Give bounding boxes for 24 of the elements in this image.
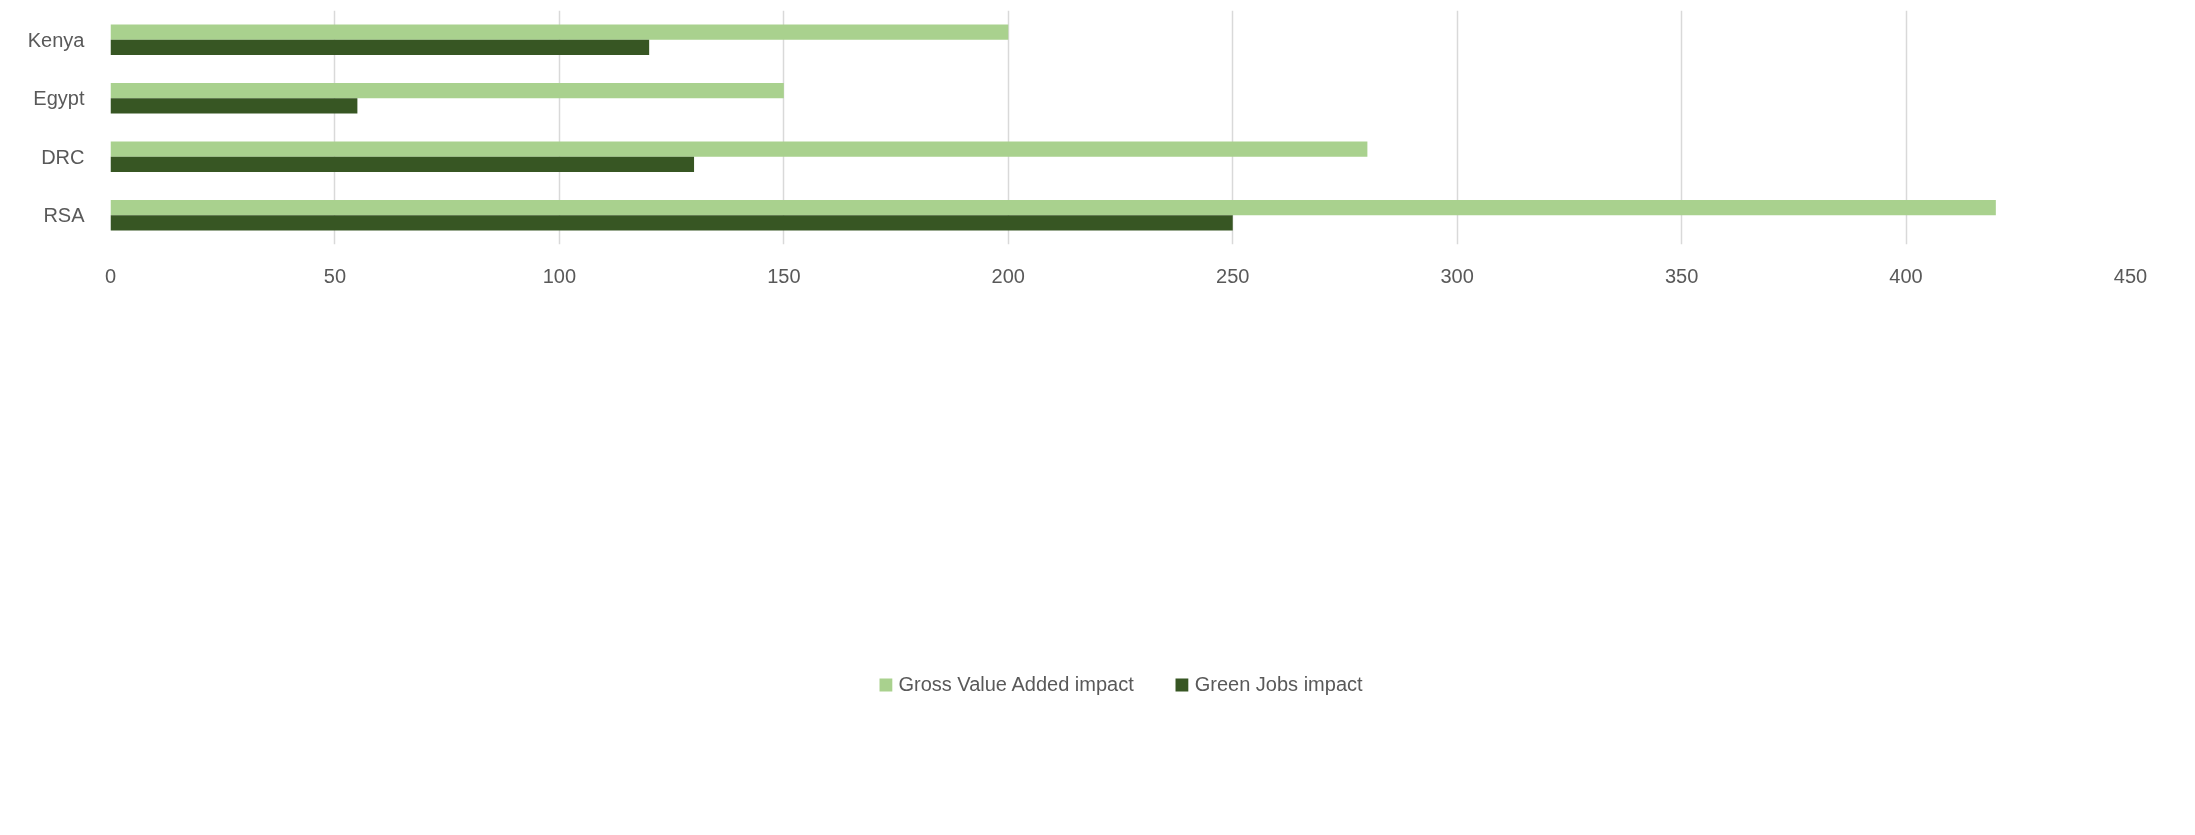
x-tick-label: 150 — [767, 264, 801, 287]
bar — [110, 83, 784, 99]
x-tick-label: 200 — [991, 264, 1025, 287]
bar — [110, 39, 650, 55]
legend-label: Gross Value Added impact — [898, 672, 1134, 696]
x-tick-label: 50 — [323, 264, 347, 287]
bar — [110, 156, 695, 172]
legend-label: Green Jobs impact — [1194, 672, 1363, 696]
bar — [110, 215, 1233, 231]
x-tick-label: 100 — [542, 264, 577, 287]
y-tick-label: DRC — [41, 145, 85, 168]
x-tick-label: 450 — [2113, 264, 2148, 287]
bar — [110, 141, 1368, 157]
bar — [110, 24, 1009, 40]
bar — [110, 200, 1996, 216]
x-tick-label: 0 — [104, 264, 117, 287]
y-tick-label: RSA — [43, 204, 86, 227]
x-tick-label: 400 — [1889, 264, 1923, 287]
x-tick-label: 250 — [1216, 264, 1250, 287]
bar — [110, 98, 358, 114]
x-tick-label: 300 — [1440, 264, 1474, 287]
y-tick-label: Kenya — [27, 28, 86, 51]
y-tick-label: Egypt — [33, 87, 85, 110]
x-tick-label: 350 — [1664, 264, 1699, 287]
